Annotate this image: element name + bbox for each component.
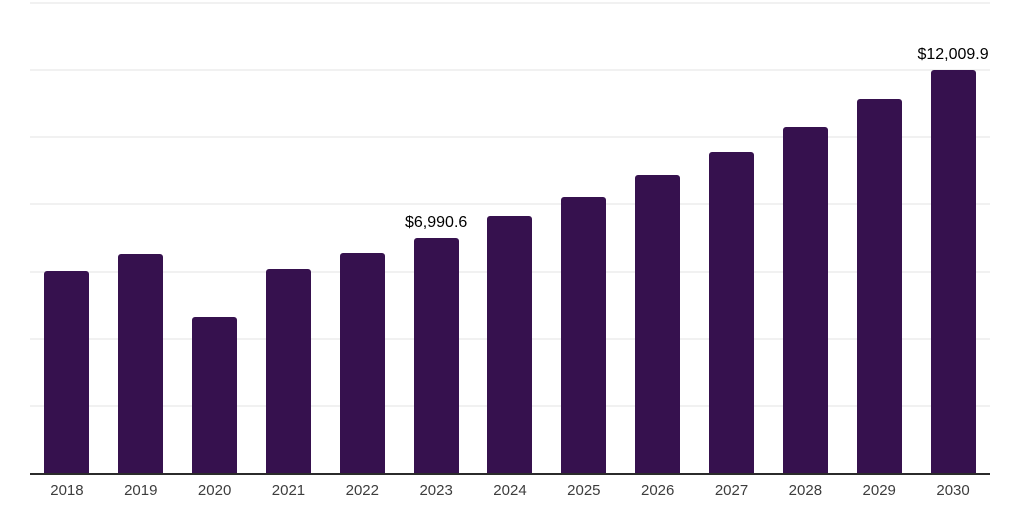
x-tick-label-2028: 2028 bbox=[788, 482, 823, 499]
x-tick-label-2025: 2025 bbox=[567, 482, 601, 499]
bars-container: $6,990.6 $12,009.9 bbox=[30, 3, 990, 473]
x-tick-label-2018: 2018 bbox=[50, 482, 84, 499]
x-tick-label-2029: 2029 bbox=[862, 482, 896, 499]
bar-slot-2026 bbox=[621, 3, 695, 473]
x-axis-line bbox=[30, 473, 990, 475]
x-tick-label-2024: 2024 bbox=[493, 482, 527, 499]
bar-slot-2021 bbox=[252, 3, 326, 473]
x-tick-label-2022: 2022 bbox=[345, 482, 379, 499]
x-tick-label-2026: 2026 bbox=[640, 482, 675, 499]
data-label-2030: $12,009.9 bbox=[917, 45, 989, 63]
bar-2018 bbox=[44, 271, 90, 473]
gridline bbox=[30, 69, 990, 72]
bar-slot-2028 bbox=[768, 3, 842, 473]
bar-slot-2029 bbox=[842, 3, 916, 473]
bar-2023 bbox=[413, 238, 459, 473]
x-tick-label-2019: 2019 bbox=[124, 482, 158, 499]
bar-slot-2024 bbox=[473, 3, 547, 473]
bar-slot-2019 bbox=[104, 3, 178, 473]
bar-slot-2022 bbox=[325, 3, 399, 473]
x-tick-label-2027: 2027 bbox=[714, 482, 749, 499]
x-tick-label-2021: 2021 bbox=[271, 482, 306, 499]
bar-2019 bbox=[118, 254, 164, 473]
plot-area: $6,990.6 $12,009.9 bbox=[30, 2, 990, 475]
bar-2028 bbox=[782, 126, 828, 473]
bar-slot-2023: $6,990.6 bbox=[399, 3, 473, 473]
bar-2020 bbox=[192, 317, 238, 473]
bar-2029 bbox=[856, 99, 902, 473]
bar-2022 bbox=[339, 253, 385, 473]
bar-2024 bbox=[487, 216, 533, 473]
bar-slot-2018 bbox=[30, 3, 104, 473]
x-tick-label-2023: 2023 bbox=[419, 482, 453, 499]
data-label-2023: $6,990.6 bbox=[405, 214, 468, 232]
bar-2025 bbox=[561, 197, 607, 473]
gridline bbox=[30, 203, 990, 206]
x-tick-label-2030: 2030 bbox=[936, 482, 970, 499]
x-axis-labels: 2018 2019 2020 2021 2022 2023 2024 2025 2026 2027… bbox=[30, 481, 990, 501]
bar-slot-2025 bbox=[547, 3, 621, 473]
bar-slot-2027 bbox=[695, 3, 769, 473]
x-tick-label-2020: 2020 bbox=[197, 482, 232, 499]
gridline bbox=[30, 2, 990, 4]
bar-2026 bbox=[635, 175, 681, 473]
bar-slot-2020 bbox=[178, 3, 252, 473]
bar-2030 bbox=[930, 69, 976, 473]
bar-slot-2030: $12,009.9 bbox=[916, 3, 990, 473]
bar-2027 bbox=[709, 152, 755, 473]
gridline bbox=[30, 136, 990, 139]
bar-2021 bbox=[265, 269, 311, 473]
